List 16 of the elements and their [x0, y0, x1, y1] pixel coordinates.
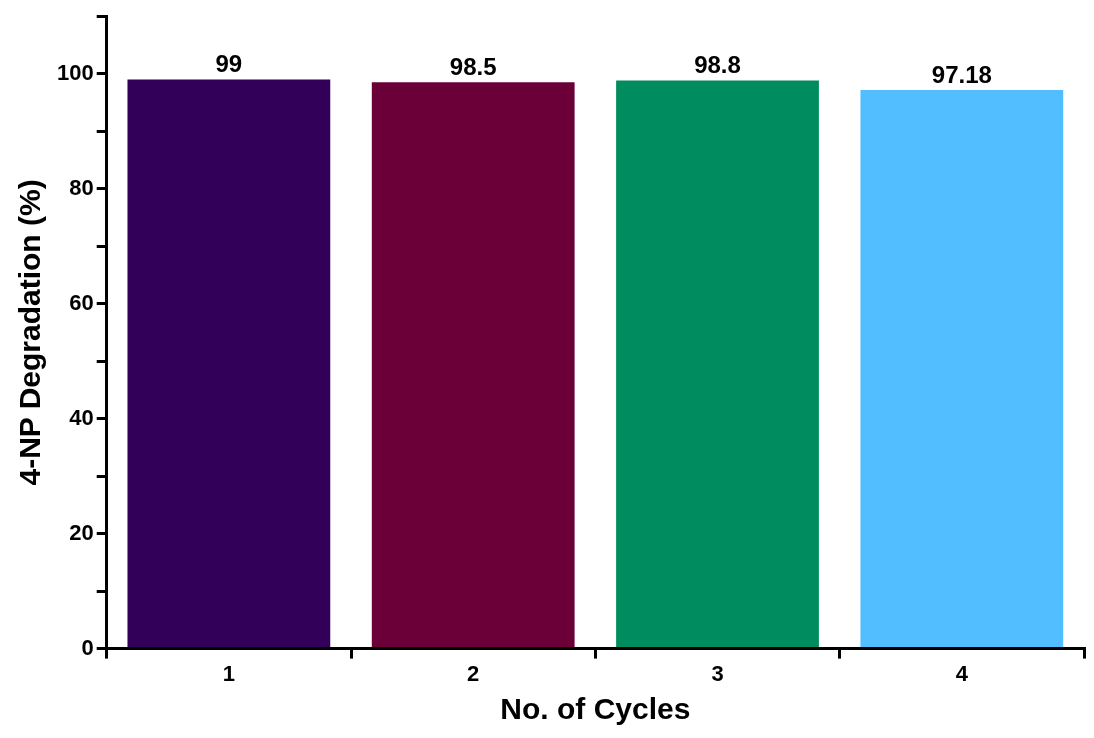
x-tick-label: 3 [711, 660, 724, 686]
y-tick-label: 0 [81, 634, 94, 660]
y-tick-label: 80 [69, 174, 94, 200]
y-tick-label: 100 [56, 59, 94, 85]
data-label: 98.8 [694, 51, 741, 79]
y-axis-title: 4-NP Degradation (%) [13, 179, 47, 486]
y-tick-label: 60 [69, 289, 94, 315]
data-label: 99 [215, 50, 243, 78]
x-tick-label: 4 [955, 660, 969, 686]
x-tick-label: 2 [467, 660, 480, 686]
y-tick-label: 20 [69, 519, 94, 545]
x-tick-label: 1 [222, 660, 235, 686]
x-axis-title: No. of Cycles [500, 692, 691, 726]
data-label: 98.5 [449, 52, 497, 80]
y-tick-label: 40 [69, 404, 94, 430]
data-label: 97.18 [931, 60, 992, 88]
